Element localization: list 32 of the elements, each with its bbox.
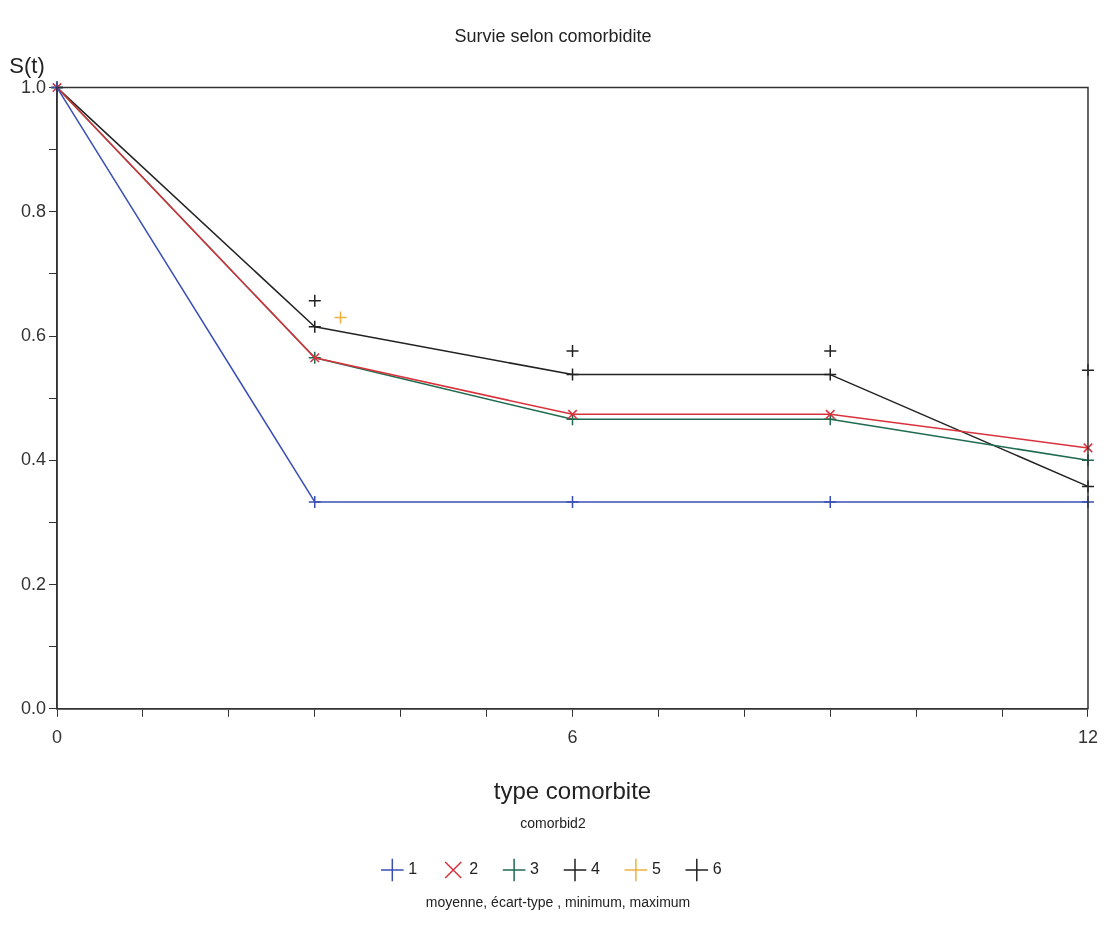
legend-title: comorbid2 <box>520 815 586 832</box>
legend-label: 1 <box>408 860 418 878</box>
y-tick-label: 0.4 <box>20 449 47 470</box>
x-axis-title: type comorbite <box>493 777 652 805</box>
point <box>565 344 580 358</box>
chart-title: Survie selon comorbidite <box>454 25 652 46</box>
point <box>308 495 322 509</box>
point <box>567 409 578 420</box>
point <box>333 310 348 325</box>
point <box>308 320 322 334</box>
point <box>823 495 837 509</box>
text: moyenne, écart-type , minimum, maximum <box>424 894 692 910</box>
point <box>823 367 837 382</box>
point <box>823 344 837 358</box>
y-tick-label: 0.2 <box>20 573 47 594</box>
y-axis-title: S(t) <box>9 52 45 78</box>
y-tick-label: 0.0 <box>20 697 47 718</box>
point <box>825 409 836 420</box>
legend-label: 3 <box>530 860 540 878</box>
legend-label: 4 <box>591 860 600 878</box>
point <box>565 495 580 509</box>
x-tick-label: 6 <box>567 726 578 747</box>
y-tick-label: 0.6 <box>20 325 47 346</box>
point <box>565 367 580 382</box>
legend-label: 6 <box>712 860 722 878</box>
x-tick-label: 0 <box>52 726 63 747</box>
legend-label: 2 <box>469 860 479 878</box>
point <box>1083 442 1093 453</box>
y-tick-label: 0.8 <box>20 200 47 221</box>
point <box>308 293 322 308</box>
x-tick-label: 12 <box>1077 726 1098 747</box>
legend-label: 5 <box>651 860 661 878</box>
